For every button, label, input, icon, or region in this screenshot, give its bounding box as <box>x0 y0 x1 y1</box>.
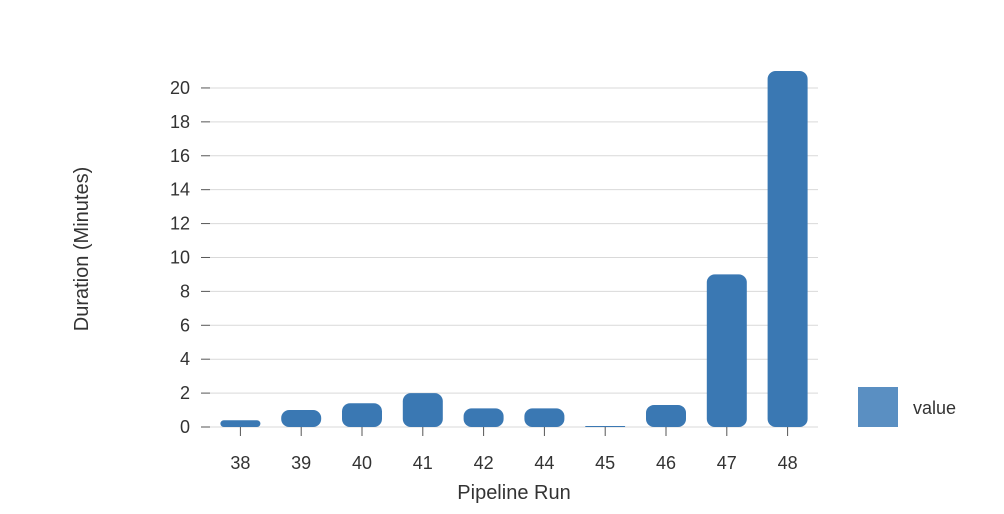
x-axis-ticks: 38 39 40 41 42 44 45 46 47 48 <box>230 427 798 473</box>
bar <box>463 408 504 427</box>
x-tick-label: 47 <box>717 453 737 473</box>
y-axis-ticks: 0 2 4 6 8 10 12 14 16 18 20 <box>170 78 210 437</box>
y-tick-label: 18 <box>170 112 190 132</box>
y-tick-label: 10 <box>170 247 190 267</box>
x-tick-label: 44 <box>534 453 554 473</box>
x-tick-label: 48 <box>778 453 798 473</box>
x-tick-label: 39 <box>291 453 311 473</box>
legend-swatch <box>858 387 898 427</box>
y-tick-label: 4 <box>180 349 190 369</box>
x-tick-label: 46 <box>656 453 676 473</box>
legend-label: value <box>913 398 956 418</box>
bar <box>402 393 443 427</box>
x-tick-label: 45 <box>595 453 615 473</box>
x-tick-label: 40 <box>352 453 372 473</box>
x-axis-title: Pipeline Run <box>457 482 570 504</box>
y-tick-label: 16 <box>170 146 190 166</box>
bar <box>281 410 322 427</box>
bar <box>524 408 565 427</box>
bar <box>342 403 382 427</box>
x-tick-label: 38 <box>230 453 250 473</box>
bar <box>706 274 747 427</box>
y-tick-label: 0 <box>180 417 190 437</box>
y-tick-label: 12 <box>170 214 190 234</box>
y-tick-label: 8 <box>180 281 190 301</box>
y-axis-title: Duration (Minutes) <box>71 167 93 332</box>
y-tick-label: 2 <box>180 383 190 403</box>
y-tick-label: 6 <box>180 315 190 335</box>
x-tick-label: 42 <box>474 453 494 473</box>
gridlines <box>210 87 818 428</box>
y-tick-label: 20 <box>170 78 190 98</box>
bar <box>220 420 261 427</box>
bars <box>220 71 808 427</box>
bar <box>585 426 626 427</box>
y-tick-label: 14 <box>170 180 190 200</box>
x-tick-label: 41 <box>413 453 433 473</box>
bar <box>767 71 808 427</box>
legend: value <box>858 387 956 427</box>
bar <box>646 404 686 427</box>
